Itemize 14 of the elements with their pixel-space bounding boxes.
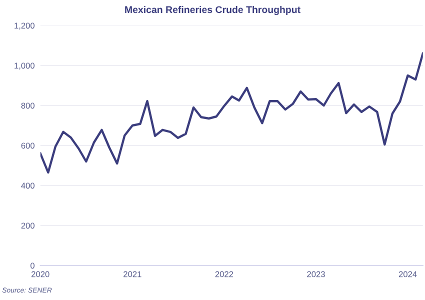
y-tick-label: 0: [30, 262, 34, 269]
x-tick-label: 2024: [398, 271, 417, 278]
chart-title: Mexican Refineries Crude Throughput: [125, 6, 300, 16]
y-tick-label: 1,000: [14, 62, 34, 70]
x-tick-label: 2023: [307, 271, 325, 278]
line-series: [40, 52, 423, 174]
y-tick-label: 200: [21, 222, 34, 229]
y-tick-label: 400: [21, 182, 34, 189]
x-tick-label: 2020: [32, 271, 50, 278]
x-tick-label: 2022: [215, 271, 234, 278]
y-tick-label: 1,200: [14, 22, 34, 30]
x-tick-label: 2021: [124, 271, 142, 278]
y-tick-label: 600: [21, 142, 34, 149]
y-tick-label: 800: [21, 102, 34, 109]
